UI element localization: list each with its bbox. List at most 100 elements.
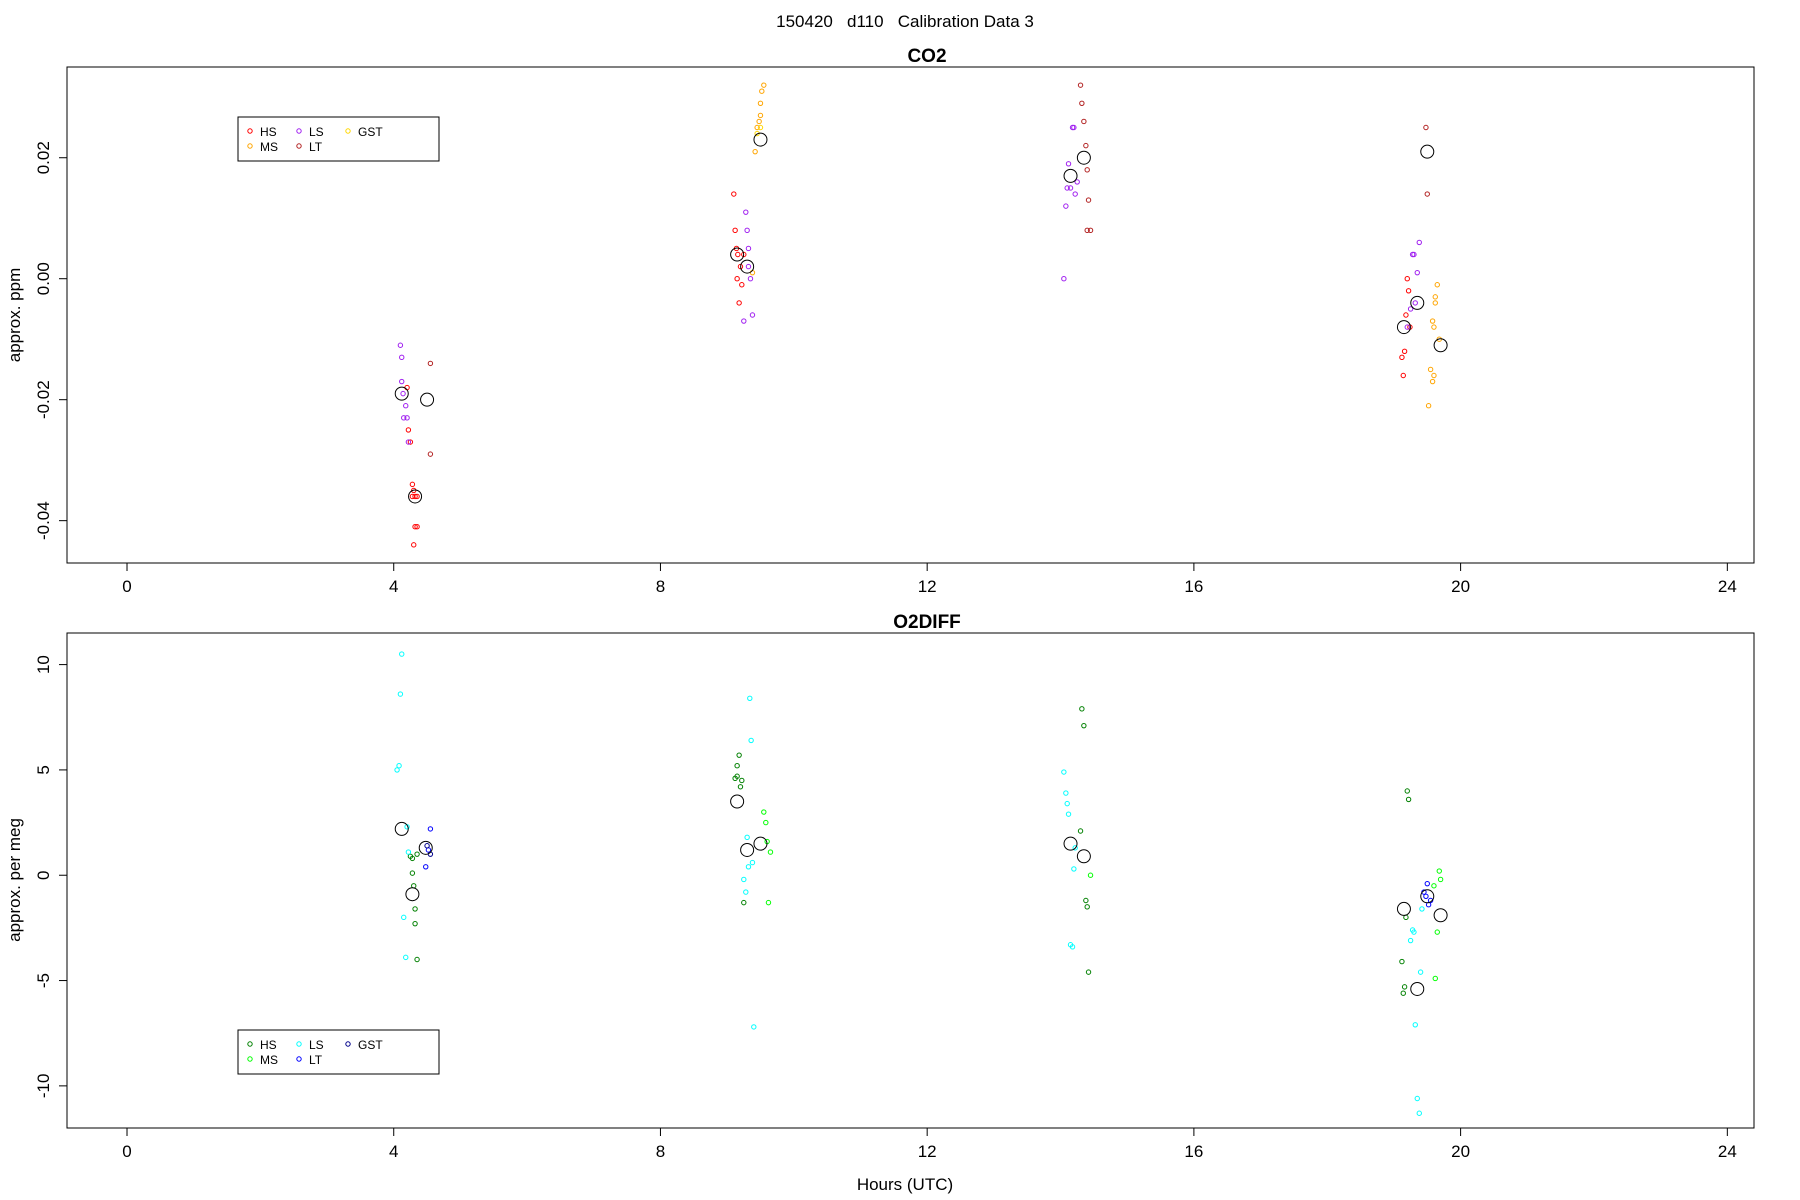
co2-x-tick-label: 12 bbox=[918, 577, 937, 596]
co2-data-point bbox=[399, 378, 405, 385]
co2-legend-marker bbox=[247, 143, 253, 149]
o2diff-data-point bbox=[1419, 906, 1425, 912]
o2diff-legend-marker bbox=[247, 1056, 253, 1062]
o2diff-x-tick-label: 0 bbox=[122, 1142, 131, 1161]
co2-data-point bbox=[399, 354, 405, 361]
o2diff-x-tick-label: 16 bbox=[1184, 1142, 1203, 1161]
o2diff-data-point bbox=[412, 906, 418, 912]
co2-mean-point bbox=[1410, 295, 1425, 310]
co2-mean-point bbox=[1396, 320, 1411, 335]
co2-mean-point bbox=[1063, 168, 1078, 183]
co2-data-point bbox=[1074, 179, 1080, 185]
co2-y-tick-label: 0.02 bbox=[34, 141, 53, 174]
co2-data-point bbox=[1412, 300, 1418, 306]
o2diff-data-point bbox=[1434, 929, 1440, 935]
co2-data-point bbox=[1087, 227, 1094, 234]
co2-data-point bbox=[1083, 142, 1089, 149]
co2-y-tick-label: -0.04 bbox=[34, 501, 53, 540]
co2-data-point bbox=[407, 439, 414, 445]
o2diff-legend-marker bbox=[296, 1041, 302, 1047]
co2-data-point bbox=[747, 276, 754, 282]
co2-mean-point bbox=[1420, 144, 1435, 159]
co2-data-point bbox=[761, 82, 767, 88]
o2diff-data-point bbox=[737, 784, 744, 790]
co2-data-point bbox=[404, 415, 410, 421]
o2diff-data-point bbox=[394, 767, 400, 773]
o2diff-data-point bbox=[1404, 788, 1410, 794]
o2diff-data-point bbox=[751, 1024, 757, 1030]
o2diff-data-point bbox=[749, 859, 756, 866]
co2-data-point bbox=[397, 342, 404, 348]
co2-data-point bbox=[734, 276, 740, 282]
o2diff-data-point bbox=[414, 851, 420, 857]
o2diff-legend-marker bbox=[296, 1056, 302, 1062]
o2diff-data-point bbox=[744, 834, 750, 841]
co2-data-point bbox=[1399, 354, 1405, 361]
co2-mean-point bbox=[753, 132, 768, 147]
co2-legend-marker bbox=[296, 128, 302, 134]
co2-data-point bbox=[757, 124, 764, 131]
o2diff-data-point bbox=[1407, 937, 1414, 944]
co2-data-point bbox=[757, 100, 764, 106]
o2diff-legend-label: GST bbox=[358, 1038, 383, 1052]
co2-data-point bbox=[411, 542, 417, 548]
o2diff-data-point bbox=[1412, 1022, 1418, 1028]
co2-data-point bbox=[1414, 269, 1420, 276]
o2diff-x-tick-label: 4 bbox=[389, 1142, 398, 1161]
o2diff-data-point bbox=[1417, 969, 1424, 975]
co2-data-point bbox=[1425, 403, 1432, 409]
o2diff-data-point bbox=[405, 849, 412, 855]
o2diff-data-point bbox=[414, 956, 420, 963]
co2-legend-label: MS bbox=[260, 140, 278, 154]
o2diff-points bbox=[394, 651, 1444, 1116]
o2diff-y-axis-label: approx. per meg bbox=[5, 818, 24, 942]
co2-data-point bbox=[1079, 100, 1085, 106]
co2-y-axis: -0.04 -0.02 0.00 0.02 bbox=[34, 141, 68, 540]
co2-data-point bbox=[735, 251, 741, 258]
o2diff-y-axis: -10 -5 0 5 10 bbox=[34, 655, 68, 1098]
co2-data-point bbox=[1434, 282, 1440, 288]
co2-legend-label: LT bbox=[309, 140, 323, 154]
co2-data-point bbox=[759, 88, 765, 94]
co2-data-point bbox=[1065, 161, 1072, 167]
co2-data-point bbox=[745, 245, 752, 252]
co2-data-point bbox=[741, 318, 747, 324]
o2diff-data-point bbox=[734, 763, 740, 769]
co2-data-point bbox=[1429, 378, 1436, 385]
co2-data-point bbox=[1411, 251, 1417, 258]
co2-data-point bbox=[1067, 185, 1074, 191]
co2-data-point bbox=[409, 481, 416, 488]
co2-data-point bbox=[756, 118, 762, 125]
o2diff-mean-point bbox=[1396, 901, 1411, 916]
co2-data-point bbox=[1424, 191, 1430, 197]
co2-data-point bbox=[743, 209, 749, 215]
o2diff-data-point bbox=[1061, 769, 1067, 775]
co2-x-tick-label: 0 bbox=[122, 577, 131, 596]
o2diff-data-point bbox=[1063, 790, 1069, 796]
co2-data-point bbox=[1077, 82, 1084, 88]
o2diff-legend-marker bbox=[247, 1041, 253, 1047]
o2diff-data-point bbox=[1424, 880, 1430, 887]
co2-data-point bbox=[400, 390, 406, 397]
co2-data-point bbox=[1432, 300, 1438, 306]
o2diff-y-tick-label: 0 bbox=[34, 870, 53, 879]
co2-data-point bbox=[1407, 306, 1414, 312]
o2diff-mean-point bbox=[740, 842, 755, 857]
o2diff-data-point bbox=[1399, 958, 1405, 965]
o2diff-legend-label: LT bbox=[309, 1053, 323, 1067]
o2diff-data-point bbox=[1065, 811, 1072, 817]
o2diff-means bbox=[394, 794, 1448, 996]
o2diff-legend-label: MS bbox=[260, 1053, 278, 1067]
o2diff-mean-point bbox=[405, 887, 420, 902]
co2-mean-point bbox=[408, 489, 423, 504]
co2-data-point bbox=[1085, 197, 1092, 203]
co2-mean-point bbox=[730, 247, 745, 262]
co2-x-axis: 0 4 8 12 16 20 24 bbox=[122, 562, 1737, 596]
o2diff-data-point bbox=[397, 691, 404, 697]
co2-panel-title: CO2 bbox=[907, 46, 946, 67]
o2diff-x-axis: 0 4 8 12 16 20 24 bbox=[122, 1127, 1737, 1161]
o2diff-data-point bbox=[423, 864, 429, 870]
figure-title: 150420 d110 Calibration Data 3 bbox=[776, 12, 1034, 31]
co2-data-point bbox=[1064, 185, 1070, 191]
